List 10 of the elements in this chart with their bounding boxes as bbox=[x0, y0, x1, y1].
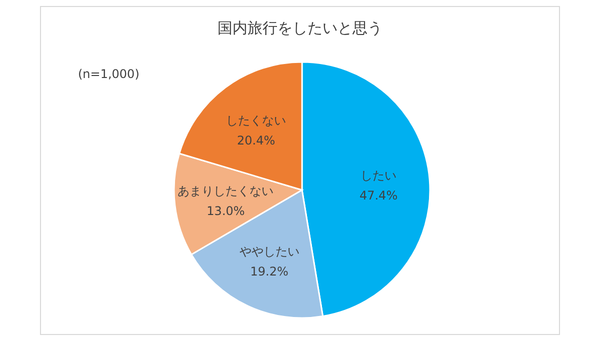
chart-title: 国内旅行をしたいと思う bbox=[218, 19, 382, 37]
slice-label: あまりしたくない bbox=[178, 184, 274, 198]
slice-label: ややしたい bbox=[239, 244, 300, 258]
data-label: 20.4% bbox=[237, 133, 276, 148]
data-label: 13.0% bbox=[206, 204, 245, 218]
data-label: 47.4% bbox=[359, 188, 398, 203]
slice-label: したくない bbox=[226, 113, 286, 128]
text: (n=1,000) bbox=[78, 67, 140, 81]
data-label: 19.2% bbox=[250, 264, 288, 278]
slice-label: したい bbox=[360, 168, 397, 183]
